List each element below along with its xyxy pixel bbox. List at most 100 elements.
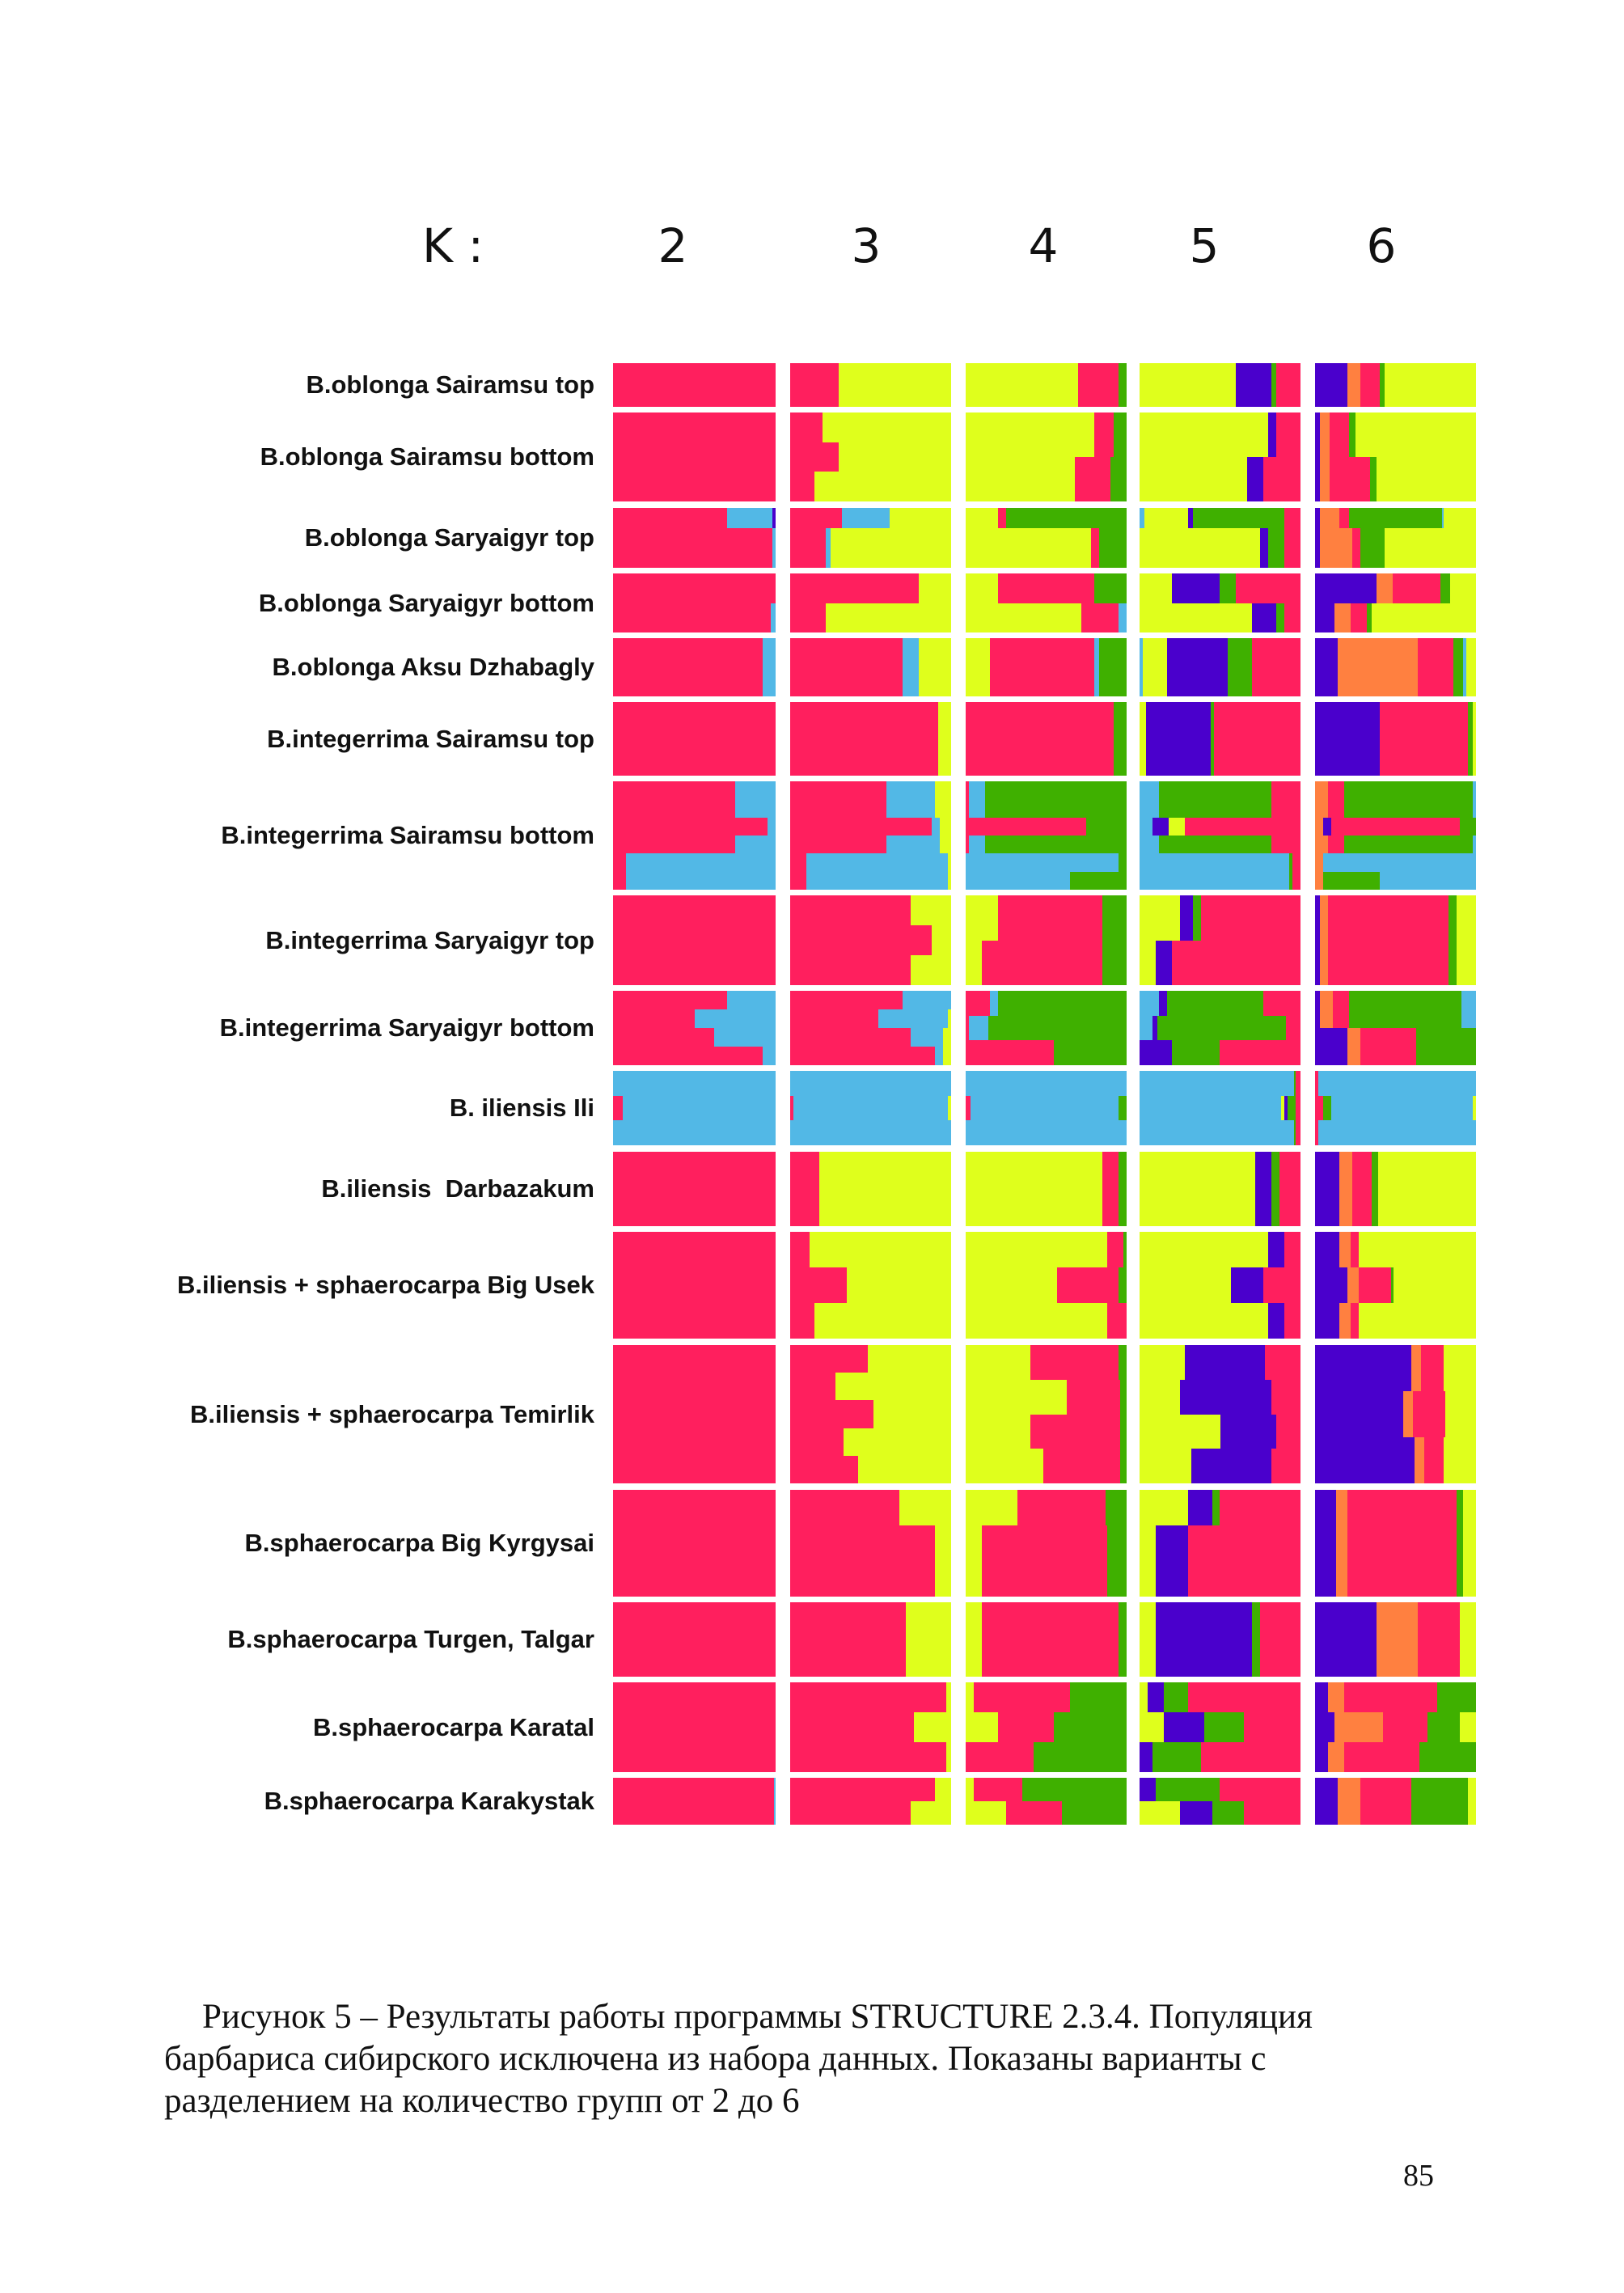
cluster-segment-r [790,1232,810,1267]
individual-band [1140,817,1300,836]
cluster-segment-r [966,1040,1055,1066]
structure-panel-k2 [613,638,776,696]
cluster-segment-r [790,1373,835,1401]
cluster-segment-y [1168,817,1185,836]
cluster-segment-r [613,1009,695,1028]
structure-panel-k2 [613,412,776,501]
structure-panel-k2 [613,1778,776,1825]
cluster-segment-y [1140,603,1253,632]
structure-panel-k2 [613,1071,776,1146]
individual-band [966,817,1127,836]
cluster-segment-y [1140,702,1146,776]
individual-band [790,1455,951,1484]
structure-panel-k6 [1315,573,1476,632]
cluster-segment-b [1140,1071,1295,1096]
cluster-segment-y [1384,548,1476,569]
cluster-segment-r [790,638,903,696]
individual-band [1140,799,1300,818]
individual-band [790,1561,951,1597]
cluster-segment-g [1288,1095,1296,1121]
structure-panel-k5 [1140,412,1300,501]
individual-band [613,1490,776,1597]
cluster-segment-y [1140,573,1172,603]
cluster-segment-y [1472,1095,1476,1121]
cluster-segment-o [1315,853,1323,872]
population-label: B.iliensis Darbazakum [321,1174,594,1203]
individual-band [1140,1071,1300,1096]
cluster-segment-r [966,702,1114,776]
structure-panel-k3 [790,781,951,890]
cluster-segment-p [1171,573,1220,603]
individual-band [790,1303,951,1339]
structure-panel-k3 [790,1345,951,1484]
cluster-segment-y [966,1490,1017,1525]
cluster-segment-g [1119,363,1127,407]
cluster-segment-b [968,799,985,818]
structure-panel-k5 [1140,573,1300,632]
cluster-segment-g [1271,1152,1280,1226]
individual-band [966,1071,1127,1096]
cluster-segment-p [1315,508,1320,528]
individual-band [966,1120,1127,1146]
individual-band [790,442,951,472]
k-value-4: 4 [1028,218,1059,273]
cluster-segment-y [1473,702,1476,776]
cluster-segment-y [1371,603,1476,632]
structure-panel-k2 [613,1682,776,1772]
cluster-segment-y [935,781,951,800]
cluster-segment-g [1086,817,1127,836]
cluster-segment-r [1379,702,1469,776]
cluster-segment-r [1244,1801,1300,1825]
cluster-segment-r [613,1047,763,1065]
cluster-segment-r [790,853,806,872]
cluster-segment-b [806,853,948,872]
structure-panel-k6 [1315,895,1476,985]
cluster-segment-y [1444,1437,1476,1483]
structure-panel-k5 [1140,1071,1300,1146]
cluster-segment-b [726,508,772,528]
cluster-segment-y [1457,895,1476,985]
individual-band [1140,1267,1300,1303]
individual-band [1315,853,1476,872]
cluster-segment-p [1179,1379,1272,1415]
cluster-segment-y [966,1449,1043,1483]
structure-panel-k3 [790,573,951,632]
cluster-segment-p [1166,638,1229,696]
cluster-segment-y [948,1095,951,1121]
cluster-segment-y [966,1525,982,1561]
cluster-segment-g [1294,1071,1296,1096]
cluster-segment-g [1054,1040,1127,1066]
cluster-segment-r [613,799,735,818]
cluster-segment-r [1284,548,1300,569]
population-label: B.oblonga Sairamsu bottom [260,442,594,471]
cluster-segment-y [1140,1801,1180,1825]
cluster-segment-r [1213,702,1300,776]
individual-band [790,835,951,854]
cluster-segment-g [1468,702,1473,776]
cluster-segment-r [1187,1525,1300,1561]
cluster-segment-o [1339,1152,1352,1226]
individual-band [966,1379,1127,1415]
population-label: B.iliensis + sphaerocarpa Temirlik [190,1399,594,1428]
cluster-segment-g [1411,1778,1469,1825]
cluster-segment-r [1296,1071,1300,1096]
cluster-segment-y [1140,1152,1256,1226]
cluster-segment-b [1140,835,1159,854]
cluster-segment-g [1212,1801,1245,1825]
cluster-segment-g [1120,1379,1127,1415]
cluster-segment-y [948,853,951,872]
cluster-segment-p [1315,457,1320,501]
cluster-segment-r [613,1152,776,1226]
population-label: B.sphaerocarpa Karatal [312,1712,594,1741]
individual-band [790,925,951,955]
individual-band [613,991,776,1009]
individual-band [1140,1414,1300,1449]
individual-band [966,1778,1127,1801]
individual-band [613,1602,776,1677]
individual-band [1140,1801,1300,1825]
individual-band [1315,1345,1476,1391]
cluster-segment-r [1200,1742,1300,1772]
cluster-segment-g [1070,1682,1127,1712]
cluster-segment-b [935,1047,944,1065]
individual-band [613,853,776,872]
